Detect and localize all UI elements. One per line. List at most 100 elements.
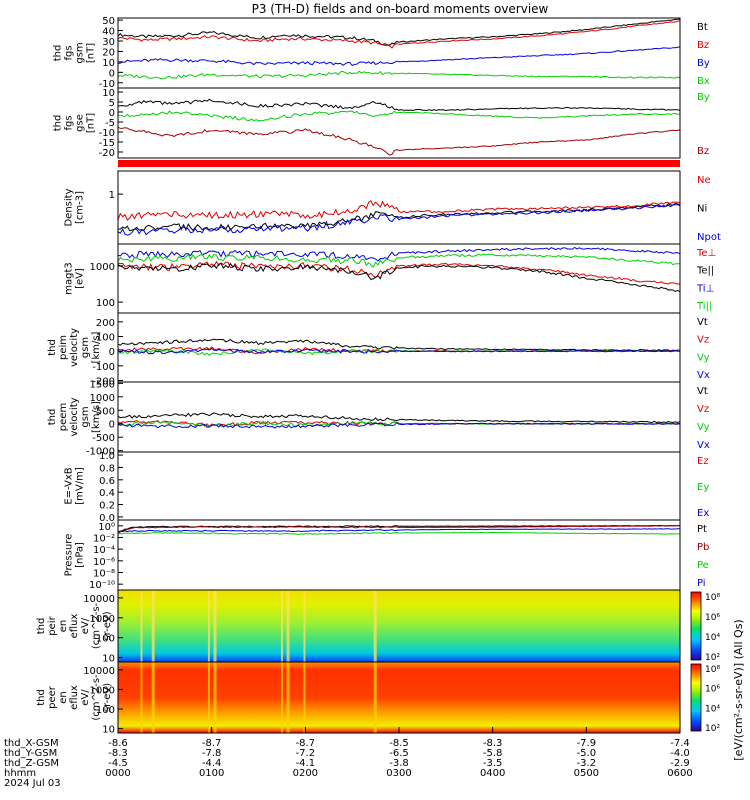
legend-Ey: Ey <box>697 482 709 493</box>
y-tick-label: 0 <box>109 108 115 119</box>
series-line-Ne <box>117 200 681 221</box>
spectrogram-streak <box>207 662 210 733</box>
y-tick-label: 10000 <box>83 666 115 677</box>
spectrogram-streak <box>280 590 283 662</box>
y-axis-label-line: thd <box>53 115 64 132</box>
x-row-value: 0400 <box>480 768 505 779</box>
legend-Ti||: Ti|| <box>696 301 712 312</box>
y-axis-label-line: thd <box>53 45 64 62</box>
x-row-value: 0500 <box>574 768 599 779</box>
x-row-value: 0000 <box>105 768 130 779</box>
y-axis-label-line: Density <box>64 188 75 226</box>
y-axis-label: E=-VxB[mV/m] <box>64 467 86 505</box>
panel-frame <box>117 312 681 383</box>
y-axis-label-line: eflux <box>69 614 80 639</box>
spectrogram-peir_spec <box>118 590 680 662</box>
y-axis-label: thdfgsgsm[nT] <box>53 42 97 63</box>
y-tick-label: 10⁻² <box>93 534 115 545</box>
y-tick-label: 10⁻¹⁰ <box>89 580 115 591</box>
y-tick-label: 100 <box>96 634 115 645</box>
x-row-value: -7.2 <box>296 748 316 759</box>
legend-Vz: Vz <box>697 335 709 346</box>
spectrogram-streak <box>140 590 143 662</box>
x-row-value: -8.3 <box>108 748 128 759</box>
y-axis-label: thdfgsgse[nT] <box>53 113 97 133</box>
y-tick-label: 100 <box>96 298 115 309</box>
panel-pressure: 10⁰10⁻²10⁻⁴10⁻⁶10⁻⁸10⁻¹⁰Pressure[nPa]PtP… <box>64 519 709 591</box>
x-row-value: -8.5 <box>389 738 409 749</box>
y-tick-label: 1000 <box>90 393 115 404</box>
legend-Vx: Vx <box>697 370 710 381</box>
legend-Ti⊥: Ti⊥ <box>696 283 714 294</box>
legend-Bt: Bt <box>697 22 708 33</box>
y-axis-label-line: en <box>58 691 69 704</box>
x-row-value: -4.4 <box>202 758 222 769</box>
legend-Te||: Te|| <box>696 266 714 277</box>
series-line-Vx <box>117 422 681 429</box>
spectrogram-streak <box>303 590 306 662</box>
colorbar-tick-label: 10⁸ <box>705 593 720 603</box>
spectrogram-peer_spec <box>118 662 680 733</box>
x-row-value: -6.5 <box>389 748 409 759</box>
x-row-value: -5.0 <box>577 748 597 759</box>
panel-frame <box>117 381 681 453</box>
x-row-value: 0200 <box>293 768 318 779</box>
series-line-Npot <box>117 204 681 236</box>
legend-Npot: Npot <box>697 232 721 243</box>
series-line-Pe <box>117 531 681 535</box>
y-axis-label: thdpeemvelocitygsm[km/s] <box>47 397 102 436</box>
panel-peir_spec: 10⁸ 10⁶ 10⁴ 10² 10000 1000 100 10 thdpeireneflux… <box>36 589 720 665</box>
series-line-Ti⊥ <box>117 246 681 262</box>
spectrogram-streak <box>213 590 217 662</box>
legend-Ne: Ne <box>697 175 711 186</box>
y-axis-label-line: peir <box>47 615 58 635</box>
y-axis-label-line: gsm <box>75 42 86 63</box>
x-row-value: 0100 <box>199 768 224 779</box>
y-tick-label: 0.8 <box>99 463 115 474</box>
x-row-value: -3.5 <box>483 758 503 769</box>
y-tick-label: 10 <box>102 58 115 69</box>
legend-Pt: Pt <box>697 524 707 535</box>
panels: 50403020100-10thdfgsgsm[nT]BtBzByBx1050-… <box>36 16 721 736</box>
spectrogram-streak <box>213 662 217 733</box>
x-row-value: -4.0 <box>670 748 690 759</box>
y-tick-label: 0.4 <box>99 488 115 499</box>
panel-peim_velocity: 200 100 0 -100 -200 thdpeimvelocitygsm[km/s] V… <box>47 312 710 388</box>
y-axis-label-line: (cm^2-s- <box>91 674 102 721</box>
x-row-label: thd_Z-GSM <box>4 758 59 769</box>
y-axis-label-line: velocity <box>69 328 80 367</box>
x-row-value: -2.9 <box>670 758 690 769</box>
y-tick-label: 0.6 <box>99 476 115 487</box>
panel-frame <box>117 451 681 521</box>
y-tick-label: 10 <box>102 725 115 736</box>
legend-Pe: Pe <box>697 560 709 571</box>
legend-Ez: Ez <box>697 456 709 467</box>
y-axis-label-line: peim <box>58 335 69 360</box>
y-axis-label-line: en <box>58 620 69 633</box>
y-axis-label: thdpeerenefluxeV/(cm^2-s-sr-eV) <box>36 674 113 721</box>
y-tick-label: 0.2 <box>99 501 115 512</box>
spectrogram-streak <box>286 662 290 733</box>
y-tick-label: -100 <box>92 362 115 373</box>
y-tick-label: 10⁻⁶ <box>93 557 115 568</box>
y-axis-label-line: sr-eV) <box>102 683 113 712</box>
panel-peer_spec: 10⁸ 10⁶ 10⁴ 10² 10000 1000 100 10 thdpeereneflux… <box>36 661 720 736</box>
series-line-Pb <box>117 525 680 535</box>
colorbar-tick-label: 10² <box>705 653 720 663</box>
series-line-Te|| <box>117 262 681 293</box>
colorbar-tick-label: 10² <box>705 724 720 734</box>
legend-Vy: Vy <box>697 422 710 433</box>
y-tick-label: 1500 <box>90 379 115 390</box>
y-axis-label-line: [nT] <box>86 113 97 133</box>
series-line-By <box>117 110 681 122</box>
legend-Bx: Bx <box>697 76 710 87</box>
legend-Ex: Ex <box>697 508 709 519</box>
spectrogram-streak <box>373 662 377 733</box>
series-line-Te⊥ <box>117 260 681 285</box>
panel-density: 1 Density[cm-3] Ne Ni Npot <box>64 170 721 245</box>
panel-temperature: 1000 100 magt3[eV] Te⊥ Te|| Ti⊥ Ti|| <box>64 243 716 314</box>
y-tick-label: -5 <box>105 118 115 129</box>
y-tick-label: 20 <box>102 47 115 58</box>
